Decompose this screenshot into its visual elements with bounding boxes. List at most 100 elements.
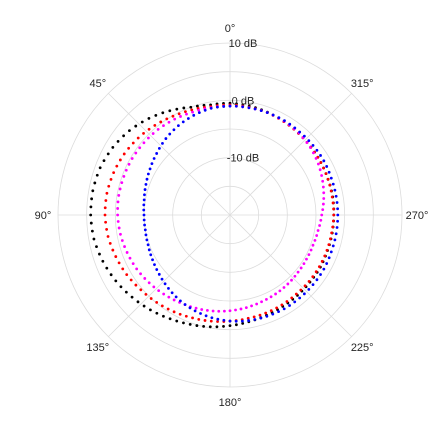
data-point [175, 319, 179, 323]
data-point [103, 213, 107, 217]
data-point [92, 237, 96, 241]
data-point [228, 324, 232, 328]
data-point [331, 182, 335, 186]
data-point [325, 165, 329, 168]
data-point [106, 235, 110, 238]
data-point [89, 221, 93, 225]
data-point [330, 231, 334, 235]
data-point [149, 308, 152, 312]
data-point [160, 304, 164, 308]
data-layer [89, 101, 340, 329]
data-point [147, 136, 150, 140]
data-point [321, 202, 325, 206]
data-point [197, 317, 201, 321]
data-point [333, 238, 337, 242]
data-point [116, 220, 120, 223]
data-point [265, 298, 268, 301]
data-point [154, 113, 158, 117]
label-layer: 0° 45° 90° 135° 180° 225° 270° 315° -10 … [35, 23, 429, 409]
data-point [203, 319, 207, 322]
data-point [122, 152, 126, 156]
data-point [104, 220, 108, 224]
data-point [282, 286, 286, 289]
data-point [324, 172, 328, 175]
data-point [318, 224, 321, 227]
data-point [331, 201, 335, 205]
data-point [145, 177, 149, 181]
data-point [120, 239, 124, 242]
data-point [216, 317, 220, 321]
data-point [318, 168, 322, 172]
data-point [128, 129, 131, 133]
data-point [325, 262, 329, 265]
data-point [327, 243, 331, 247]
data-point [143, 277, 147, 280]
data-point [143, 228, 147, 232]
data-point [331, 225, 335, 229]
data-point [277, 116, 281, 120]
data-point [168, 317, 172, 321]
data-point [307, 139, 311, 143]
data-point [172, 128, 176, 132]
data-point [293, 274, 297, 278]
data-point [327, 256, 331, 260]
data-point [288, 122, 292, 126]
data-point [208, 325, 212, 329]
data-point [288, 304, 291, 307]
data-point [189, 105, 193, 109]
data-point [155, 311, 159, 315]
data-point [138, 146, 142, 150]
data-point [146, 172, 150, 176]
data-point [271, 312, 275, 316]
data-point [309, 248, 313, 252]
data-point [275, 306, 279, 310]
data-point [302, 262, 306, 266]
data-point [329, 237, 332, 241]
data-point [210, 316, 214, 320]
data-point [144, 292, 148, 296]
data-point [116, 139, 120, 143]
data-point [128, 256, 132, 260]
data-point [165, 117, 169, 121]
data-point [117, 193, 121, 197]
data-point [278, 289, 282, 293]
data-point [136, 300, 140, 304]
data-point [134, 283, 138, 287]
data-point [234, 319, 238, 323]
data-point [203, 108, 207, 112]
data-point [269, 309, 273, 313]
data-point [228, 309, 232, 313]
data-point [319, 273, 322, 276]
data-point [269, 295, 273, 299]
angle-tick-label-45: 45° [89, 78, 106, 90]
data-point [332, 213, 336, 217]
data-point [211, 309, 215, 313]
data-point [191, 110, 194, 114]
data-point [120, 181, 124, 185]
data-point [167, 295, 171, 299]
data-point [197, 108, 201, 112]
data-point [168, 109, 172, 113]
data-point [260, 300, 263, 304]
data-point [182, 321, 185, 325]
series-3 [142, 104, 340, 323]
data-point [258, 313, 262, 317]
data-point [247, 106, 251, 110]
data-point [200, 308, 204, 311]
data-point [255, 302, 259, 306]
radial-tick-label-minus10: -10 dB [227, 153, 259, 165]
angle-tick-label-270: 270° [406, 210, 429, 222]
data-point [239, 307, 243, 311]
data-point [179, 115, 182, 118]
data-point [241, 319, 244, 323]
data-point [114, 255, 118, 258]
data-point [244, 306, 248, 309]
data-point [302, 292, 306, 296]
angular-gridline [108, 214, 231, 337]
data-point [152, 157, 156, 160]
data-point [222, 105, 226, 108]
data-point [144, 233, 148, 237]
data-point [152, 285, 156, 289]
data-point [151, 132, 155, 135]
data-point [204, 314, 208, 318]
